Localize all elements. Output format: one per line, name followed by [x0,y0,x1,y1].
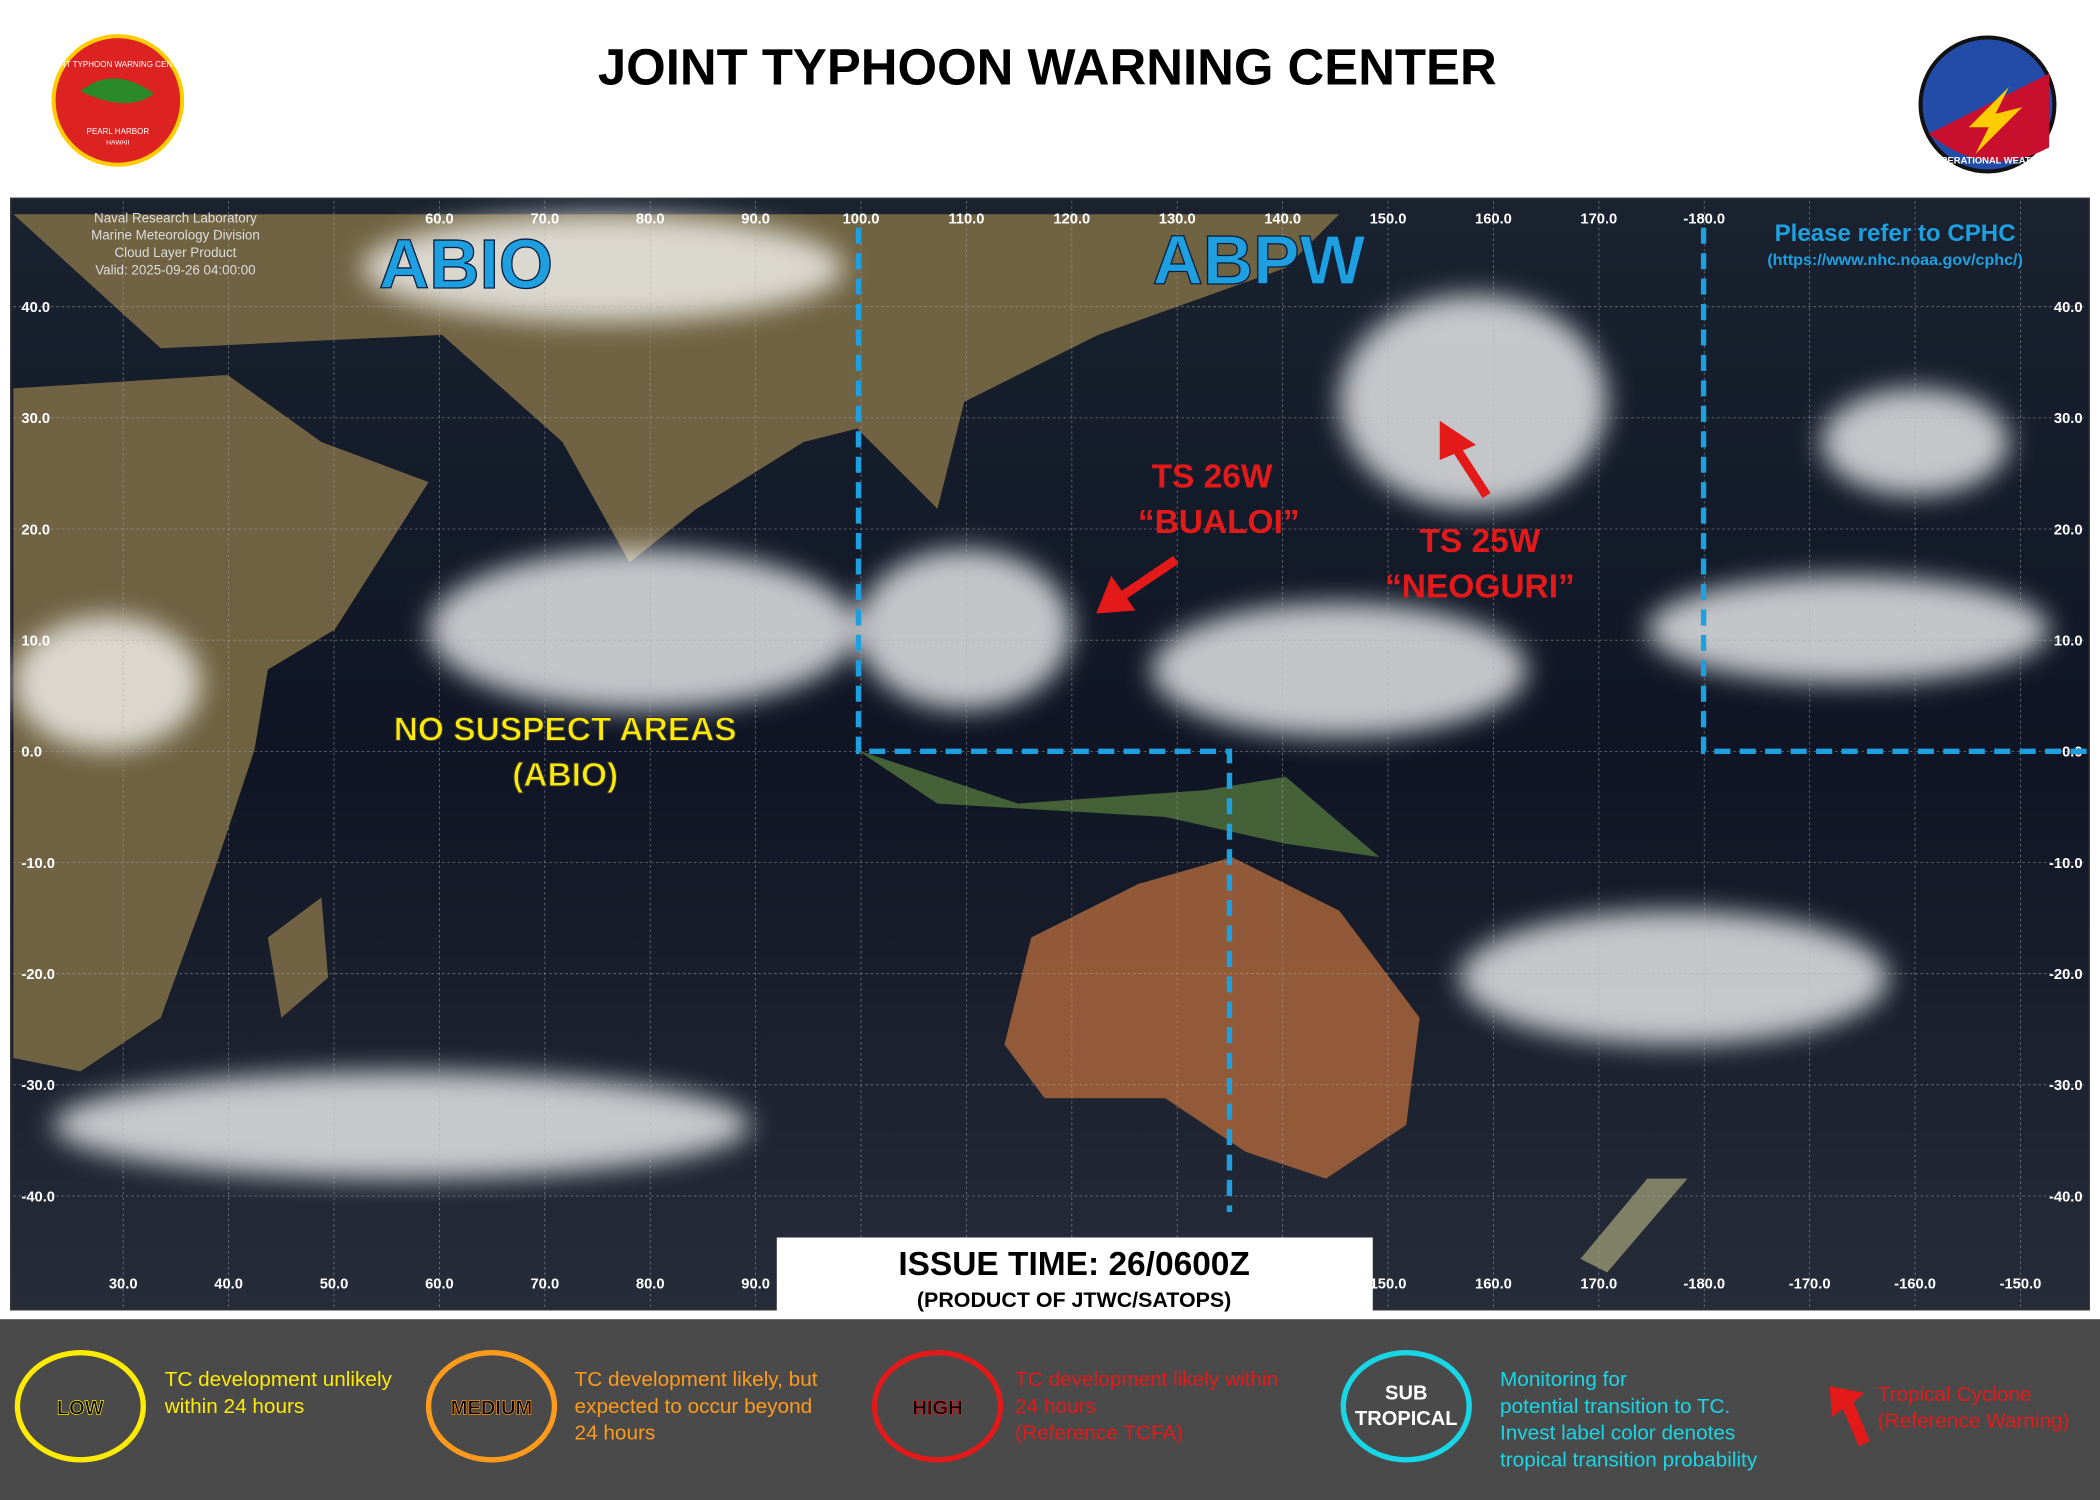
logo-text: 17TH OPERATIONAL WEATHER SQ [1908,155,2066,165]
legend-text: (Reference Warning) [1878,1410,2070,1433]
storm-name: “BUALOI” [1138,504,1300,541]
issue-time: ISSUE TIME: 26/0600Z [898,1246,1250,1283]
lon-tick-label: 90.0 [741,1276,770,1292]
lon-tick-label: 90.0 [741,212,770,228]
cphc-note: Please refer to CPHC [1775,220,2016,247]
legend-circle [871,1350,1004,1463]
lon-tick-label: -170.0 [1789,1276,1831,1292]
lat-tick-label: -40.0 [21,1189,55,1205]
lon-tick-label: 170.0 [1580,212,1617,228]
source-text: Cloud Layer Product [114,245,236,260]
legend-text: 24 hours [575,1422,656,1445]
lon-tick-label: 70.0 [530,1276,559,1292]
region-label: ABPW [1153,221,1366,299]
lon-tick-label: -180.0 [1683,1276,1725,1292]
legend-text: expected to occur beyond [575,1395,813,1418]
lon-tick-label: 130.0 [1159,212,1196,228]
legend-text: within 24 hours [164,1395,305,1418]
lon-tick-label: 150.0 [1370,212,1407,228]
logo-text: HAWAII [106,140,129,147]
lat-tick-label: -20.0 [2049,967,2083,983]
map: 60.0 70.0 80.0 90.0 100.0 110.0 120.0 130.0 140.… [10,197,2090,1320]
product: (PRODUCT OF JTWC/SATOPS) [917,1288,1231,1312]
legend-circle [1340,1350,1472,1463]
lat-tick-label: 10.0 [2054,634,2083,650]
lat-tick-label: -30.0 [21,1078,55,1094]
lon-tick-label: 160.0 [1475,1276,1512,1292]
lat-tick-label: -10.0 [21,856,55,872]
lon-tick-label: 140.0 [1264,212,1301,228]
lat-tick-label: 20.0 [2054,522,2083,538]
legend-text: 24 hours [1015,1395,1096,1418]
lat-tick-label: 0.0 [21,745,41,761]
lon-tick-label: 110.0 [948,212,984,228]
legend-text: TC development likely, but [575,1368,818,1391]
lat-tick-label: -10.0 [2049,856,2083,872]
lon-tick-label: 70.0 [530,212,559,228]
lat-tick-label: -40.0 [2049,1189,2083,1205]
region-label: ABIO [379,225,553,303]
legend-circle [425,1350,558,1463]
legend-text: TC development unlikely [165,1368,393,1391]
logo-text: JOINT TYPHOON WARNING CENTER [48,60,189,69]
legend-label: SUB TROPICAL [1355,1383,1458,1430]
lon-tick-label: 60.0 [425,1276,454,1292]
legend-text: TC development likely within [1015,1368,1278,1391]
legend-label: LOW [57,1397,104,1419]
lon-tick-label: -160.0 [1894,1276,1936,1292]
lat-tick-label: -30.0 [2049,1078,2083,1094]
source-text: Naval Research Laboratory [94,210,257,225]
lon-tick-label: 170.0 [1580,1276,1617,1292]
legend-text: tropical transition probability [1500,1449,1758,1472]
legend-text: Tropical Cyclone [1878,1383,2032,1406]
lat-tick-label: 40.0 [2054,300,2083,316]
legend: LOW TC development unlikely within 24 hour… [0,1319,2100,1500]
lon-tick-label: 80.0 [636,1276,665,1292]
lon-tick-label: 150.0 [1370,1276,1407,1292]
legend-circle [14,1350,146,1463]
lat-tick-label: -20.0 [21,967,55,983]
lon-tick-label: 160.0 [1475,212,1512,228]
right-logo: 17TH OPERATIONAL WEATHER SQ [1908,35,2067,174]
status-text: (ABIO) [512,757,618,794]
lon-tick-label: 100.0 [843,212,880,228]
logo-text: PEARL HARBOR [87,127,150,136]
cphc-url: (https://www.nhc.noaa.gov/cphc/) [1767,251,2023,269]
legend-label: HIGH [912,1397,962,1419]
lon-tick-label: 30.0 [109,1276,138,1292]
source-text: Valid: 2025-09-26 04:00:00 [95,263,255,278]
status-text: NO SUSPECT AREAS [394,712,737,749]
legend-label: MEDIUM [451,1397,532,1419]
lat-tick-label: 10.0 [21,634,50,650]
storm-id: TS 26W [1152,459,1273,496]
lat-tick-label: 40.0 [21,300,50,316]
title: JOINT TYPHOON WARNING CENTER [598,38,1497,95]
lat-tick-label: 30.0 [21,411,50,427]
lat-tick-label: 30.0 [2054,411,2083,427]
lat-tick-label: 20.0 [21,522,50,538]
storm-name: “NEOGURI” [1385,568,1575,605]
lon-tick-label: 120.0 [1053,212,1090,228]
lon-tick-label: -150.0 [2000,1276,2042,1292]
lon-tick-label: 80.0 [636,212,665,228]
legend-text: Invest label color denotes [1500,1422,1735,1445]
lon-tick-label: -180.0 [1683,212,1725,228]
left-logo: JOINT TYPHOON WARNING CENTER PEARL HARBO… [48,34,189,167]
source-text: Marine Meteorology Division [91,228,260,243]
storm-id: TS 25W [1419,523,1540,560]
lon-tick-label: 40.0 [214,1276,243,1292]
legend-text: potential transition to TC. [1500,1395,1730,1418]
legend-text: Monitoring for [1500,1368,1627,1391]
lon-tick-label: 60.0 [425,212,454,228]
legend-arrow [1829,1386,1870,1447]
lon-tick-label: 50.0 [320,1276,349,1292]
legend-text: (Reference TCFA) [1015,1422,1183,1445]
